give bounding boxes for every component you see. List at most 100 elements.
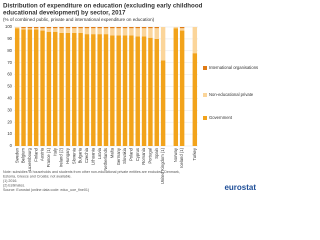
bar-segment [129, 28, 134, 36]
bar-segment [33, 29, 39, 147]
bar-segment [78, 28, 83, 33]
y-tick-label: 10 [7, 131, 12, 136]
x-tick-label: Bulgaria [78, 147, 83, 163]
bar-segment [192, 27, 198, 54]
bar-segment [122, 27, 128, 29]
x-tick-label: Poland [128, 147, 133, 161]
bar-segment [53, 31, 58, 146]
x-tick-label: United Kingdom (1) [160, 147, 165, 184]
x-tick-label: Norway [173, 147, 178, 162]
bar-segment [91, 34, 96, 146]
bar-segment [154, 27, 159, 29]
y-tick-label: 70 [7, 60, 12, 65]
bar-segment [148, 37, 153, 146]
x-tick-label: Romania [141, 147, 146, 164]
bar-segment [141, 27, 147, 29]
bar-segment [160, 27, 166, 61]
bar-segment [129, 35, 134, 146]
bar-segment [40, 30, 45, 146]
bar-segment [40, 27, 45, 29]
bar-segment [110, 27, 115, 29]
bar-segment [173, 28, 179, 146]
legend-label: Non-educational private [209, 92, 254, 97]
bar-segment [135, 27, 140, 29]
bar-segment [135, 36, 140, 146]
bar-segment [148, 28, 153, 38]
x-tick-label: Malta [109, 147, 114, 158]
bar-segment [179, 30, 185, 146]
x-tick-label: Netherlands [103, 148, 108, 171]
bar-segment [154, 28, 159, 39]
note: (1) 2016. [3, 179, 17, 183]
bar-segment [78, 27, 83, 29]
page: {"chart_data":{"type":"stacked_bar", "ti… [3, 2, 258, 193]
bar-segment [91, 28, 96, 35]
legend-label: International organisations [209, 65, 258, 70]
bar-segment [46, 31, 52, 146]
bar-segment [110, 28, 115, 36]
x-tick-label: Portugal [148, 148, 153, 164]
bar-segment [148, 27, 153, 29]
bar-segment [141, 36, 147, 146]
y-tick-label: 60 [7, 72, 12, 77]
bar-segment [27, 28, 33, 30]
bar-segment [192, 53, 198, 146]
x-tick-label: Austria [40, 147, 45, 161]
bar-segment [33, 28, 39, 30]
bar-segment [21, 27, 26, 29]
x-tick-label: Latvia [97, 147, 102, 159]
y-tick-label: 80 [7, 48, 12, 53]
x-tick-label: Hungary [65, 147, 70, 164]
bar-segment [173, 27, 179, 29]
bar-segment [78, 32, 83, 147]
bar-segment [14, 28, 20, 146]
bar-segment [59, 28, 64, 33]
x-tick-label: Iceland (1) [179, 147, 184, 167]
note: Note: subsidies to households and studen… [3, 170, 180, 174]
bar-segment [27, 29, 33, 147]
bar-segment [72, 28, 77, 33]
legend-swatch [203, 116, 207, 120]
x-tick-label: Italy [52, 147, 57, 156]
legend-swatch [203, 66, 207, 70]
bar-segment [97, 28, 102, 35]
bar-segment [122, 35, 128, 146]
x-tick-label: Sweden [14, 147, 19, 163]
bar-segment [84, 34, 90, 146]
bar-segment [14, 27, 20, 29]
y-tick-label: 90 [7, 36, 12, 41]
chart-title: Distribution of expenditure on education… [3, 3, 203, 10]
bar-segment [122, 28, 128, 36]
note: (2) Estimates. [3, 183, 25, 187]
bar-segment [27, 27, 33, 29]
bar-segment [110, 35, 115, 146]
bar-segment [40, 28, 45, 31]
x-tick-label: Slovakia [122, 147, 127, 163]
bar-segment [21, 29, 26, 147]
x-tick-label: Cyprus [135, 148, 140, 161]
note: Estonia, Greece and Croatia: not availab… [3, 174, 72, 178]
bar-segment [103, 28, 109, 35]
legend-swatch [203, 93, 207, 97]
bar-segment [46, 27, 52, 29]
bar-segment [72, 32, 77, 147]
bar-segment [154, 38, 159, 146]
bar-segment [97, 27, 102, 29]
y-tick-label: 50 [7, 84, 12, 89]
x-tick-label: Germany [116, 147, 121, 165]
bar-segment [129, 27, 134, 29]
bar-segment [141, 28, 147, 37]
y-tick-label: 0 [10, 143, 13, 148]
chart-title: educational development) by sector, 2017 [3, 10, 126, 17]
bar-segment [116, 28, 121, 36]
chart-subtitle: (% of combined public, private and inter… [3, 17, 155, 22]
bar-segment [65, 32, 71, 147]
y-tick-label: 100 [5, 24, 13, 29]
x-tick-label: Slovenia [71, 147, 76, 164]
bar-segment [135, 28, 140, 37]
bar-segment [46, 28, 52, 32]
x-tick-label: Ireland (2) [59, 147, 64, 167]
x-tick-label: Turkey [192, 147, 197, 161]
x-tick-label: Lithuania [90, 147, 95, 165]
bar-segment [84, 27, 90, 29]
